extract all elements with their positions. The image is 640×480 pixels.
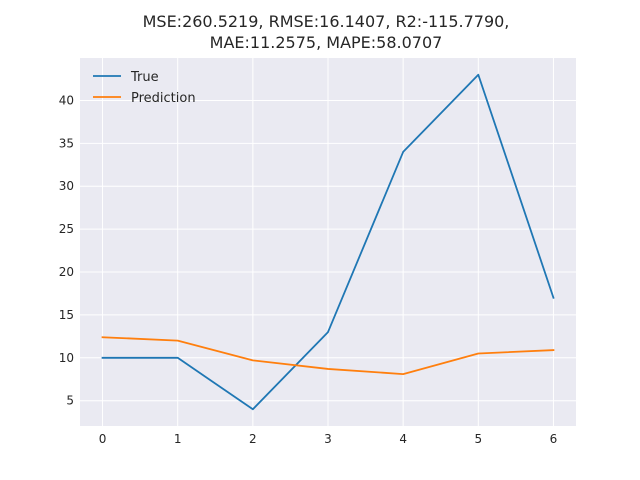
- series-lines: [101, 73, 555, 411]
- legend-label-prediction: Prediction: [131, 91, 196, 106]
- grid: [80, 58, 576, 426]
- y-tick-label: 20: [59, 265, 74, 279]
- x-tick-label: 2: [249, 432, 257, 446]
- chart-title-line-2: MAE:11.2575, MAPE:58.0707: [210, 33, 443, 52]
- chart-title-line-1: MSE:260.5219, RMSE:16.1407, R2:-115.7790…: [143, 12, 510, 31]
- x-tick-label: 1: [174, 432, 182, 446]
- y-tick-label: 10: [59, 351, 74, 365]
- x-tick-label: 4: [399, 432, 407, 446]
- y-tick-label: 35: [59, 136, 74, 150]
- x-tick-label: 6: [550, 432, 558, 446]
- legend: True Prediction: [93, 70, 196, 106]
- series-line-true: [101, 73, 555, 411]
- y-tick-label: 30: [59, 179, 74, 193]
- legend-label-true: True: [130, 70, 159, 85]
- series-line-prediction: [101, 336, 555, 376]
- y-tick-label: 40: [59, 93, 74, 107]
- x-tick-label: 5: [474, 432, 482, 446]
- tick-labels: 0 1 2 3 4 5 6 5 10 15 20 25 30 35 40: [59, 93, 558, 446]
- y-tick-label: 25: [59, 222, 74, 236]
- x-tick-label: 0: [99, 432, 107, 446]
- y-tick-label: 15: [59, 308, 74, 322]
- x-tick-label: 3: [324, 432, 332, 446]
- y-tick-label: 5: [66, 394, 74, 408]
